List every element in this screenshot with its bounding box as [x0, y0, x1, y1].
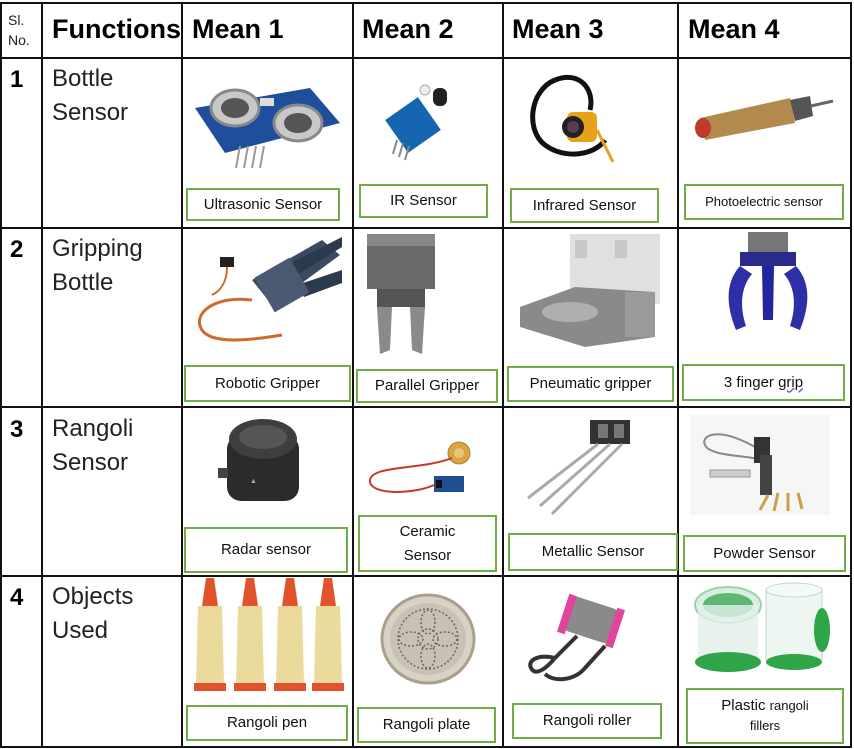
label-text: 3 finger: [723, 373, 779, 391]
rangoli-plate-image: [380, 593, 476, 685]
label-text: Photoelectric sensor: [705, 194, 823, 209]
mean-label: Plastic rangoli fillers: [686, 688, 844, 744]
mean-label: Metallic Sensor: [508, 533, 678, 571]
pneumatic-gripper-image: [520, 234, 660, 347]
label-text: rangoli: [769, 698, 809, 713]
rangoli-roller-image: [528, 593, 625, 682]
mean-label: 3 finger grip: [682, 364, 845, 401]
table-border-left: [0, 2, 2, 748]
header-mean-2: Mean 2: [362, 14, 454, 44]
label-text: grip: [778, 373, 804, 391]
parallel-gripper-image: [367, 234, 435, 354]
function-name: Rangoli Sensor: [52, 415, 134, 476]
header-mean-4: Mean 4: [688, 14, 780, 44]
table-border-top: [0, 2, 852, 4]
mean-label: Rangoli pen: [186, 705, 348, 741]
header-functions: Functions: [52, 14, 181, 44]
table-border-right: [850, 2, 852, 748]
col-divider: [352, 2, 354, 748]
plastic-rangoli-fillers-image: [694, 582, 830, 672]
mean-label: IR Sensor: [359, 184, 488, 218]
label-text: Plastic: [721, 697, 770, 714]
col-divider: [502, 2, 504, 748]
row-divider: [0, 227, 852, 229]
col-divider: [41, 2, 43, 748]
ceramic-sensor-image: [369, 441, 471, 493]
mean-label: Radar sensor: [184, 527, 348, 573]
header-mean-3: Mean 3: [512, 14, 604, 44]
row-number: 2: [10, 236, 24, 263]
label-text: Ceramic: [399, 522, 456, 540]
photoelectric-sensor-image: [695, 96, 834, 140]
row-number: 1: [10, 66, 24, 93]
mean-label: Ultrasonic Sensor: [186, 188, 340, 221]
function-name: Objects Used: [52, 583, 134, 644]
mean-label: Pneumatic gripper: [507, 366, 674, 402]
row-number: 3: [10, 416, 24, 443]
label-text: Sensor: [403, 546, 452, 564]
mean-label: Powder Sensor: [683, 535, 846, 572]
row-divider: [0, 406, 852, 408]
ultrasonic-sensor-image: [195, 88, 340, 169]
table-border-bottom: [0, 746, 852, 748]
mean-label: Parallel Gripper: [356, 369, 498, 403]
label-text: fillers: [749, 718, 781, 733]
three-finger-gripper-image: [728, 232, 808, 330]
function-name: Gripping Bottle: [52, 235, 143, 296]
metallic-sensor-image: [527, 420, 630, 516]
row-divider: [0, 57, 852, 59]
header-sl-no: Sl. No.: [8, 12, 30, 48]
col-divider: [677, 2, 679, 748]
col-divider: [181, 2, 183, 748]
ir-sensor-image: [385, 84, 447, 161]
mean-label: Photoelectric sensor: [684, 184, 844, 220]
header-mean-1: Mean 1: [192, 14, 284, 44]
mean-label: Infrared Sensor: [510, 188, 659, 223]
radar-sensor-image: ▲: [218, 419, 299, 501]
robotic-gripper-image: [198, 237, 342, 342]
svg-text:▲: ▲: [250, 478, 257, 485]
mean-label: Robotic Gripper: [184, 365, 351, 402]
mean-label: Rangoli plate: [357, 707, 496, 743]
mean-label: Rangoli roller: [512, 703, 662, 739]
infrared-sensor-image: [530, 74, 615, 163]
row-number: 4: [10, 584, 24, 611]
function-name: Bottle Sensor: [52, 65, 129, 126]
row-divider: [0, 575, 852, 577]
powder-sensor-image: [690, 415, 830, 515]
mean-label: Ceramic Sensor: [358, 515, 497, 572]
rangoli-pen-image: [194, 578, 344, 691]
